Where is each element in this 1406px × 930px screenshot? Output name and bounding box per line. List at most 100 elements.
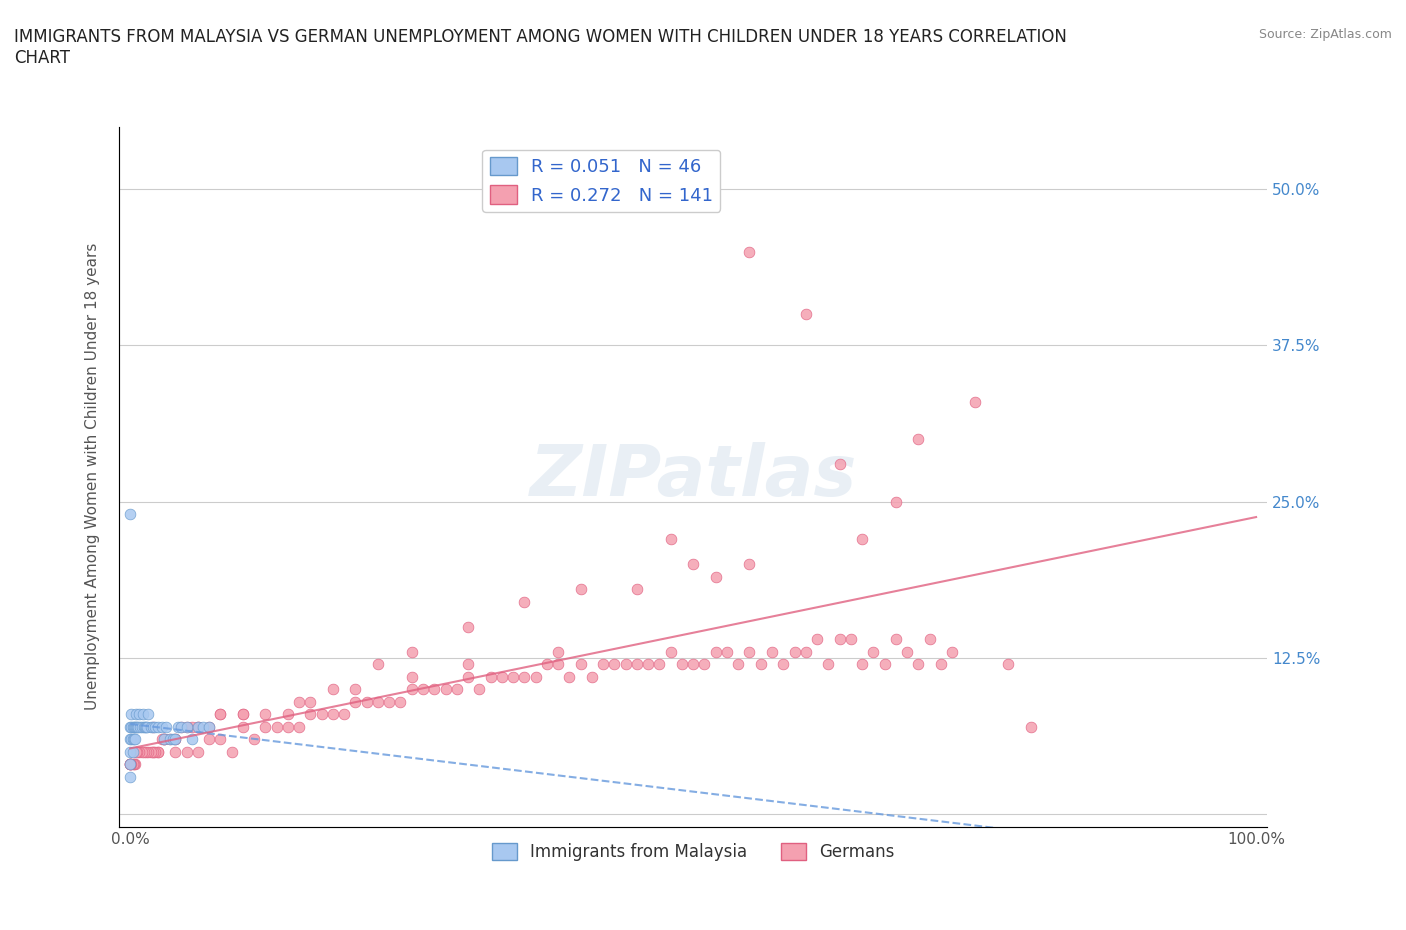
Point bbox=[322, 707, 344, 722]
Point bbox=[333, 707, 356, 722]
Point bbox=[187, 719, 209, 734]
Point bbox=[153, 732, 176, 747]
Point bbox=[288, 719, 311, 734]
Point bbox=[884, 494, 907, 509]
Point bbox=[198, 719, 221, 734]
Point bbox=[209, 732, 232, 747]
Point bbox=[143, 719, 166, 734]
Point bbox=[536, 657, 558, 671]
Point bbox=[131, 744, 153, 759]
Point bbox=[277, 719, 299, 734]
Point bbox=[131, 707, 153, 722]
Point bbox=[997, 657, 1019, 671]
Point bbox=[209, 707, 232, 722]
Point bbox=[389, 695, 412, 710]
Point bbox=[120, 744, 142, 759]
Point bbox=[125, 744, 148, 759]
Point bbox=[122, 757, 145, 772]
Point bbox=[794, 307, 817, 322]
Point bbox=[198, 732, 221, 747]
Y-axis label: Unemployment Among Women with Children Under 18 years: Unemployment Among Women with Children U… bbox=[86, 243, 100, 711]
Point bbox=[851, 532, 873, 547]
Point bbox=[232, 719, 254, 734]
Point bbox=[159, 732, 181, 747]
Point bbox=[614, 657, 637, 671]
Point bbox=[761, 644, 783, 659]
Point bbox=[457, 619, 479, 634]
Point bbox=[127, 719, 149, 734]
Point bbox=[963, 394, 986, 409]
Point bbox=[772, 657, 794, 671]
Point bbox=[401, 670, 423, 684]
Point bbox=[153, 732, 176, 747]
Point bbox=[569, 582, 592, 597]
Point bbox=[120, 757, 142, 772]
Point bbox=[124, 719, 146, 734]
Point bbox=[682, 557, 704, 572]
Point bbox=[749, 657, 772, 671]
Point bbox=[176, 744, 198, 759]
Point bbox=[738, 644, 761, 659]
Point bbox=[165, 732, 187, 747]
Point bbox=[153, 732, 176, 747]
Point bbox=[165, 732, 187, 747]
Point bbox=[165, 732, 187, 747]
Point bbox=[170, 719, 193, 734]
Point bbox=[148, 744, 170, 759]
Point bbox=[124, 732, 146, 747]
Point bbox=[193, 719, 215, 734]
Point bbox=[120, 732, 142, 747]
Point bbox=[136, 744, 159, 759]
Point bbox=[125, 744, 148, 759]
Point bbox=[828, 631, 851, 646]
Point bbox=[344, 682, 367, 697]
Point bbox=[851, 657, 873, 671]
Point bbox=[896, 644, 918, 659]
Point bbox=[322, 682, 344, 697]
Point bbox=[142, 744, 165, 759]
Point bbox=[120, 707, 142, 722]
Point bbox=[181, 719, 204, 734]
Point bbox=[170, 719, 193, 734]
Point bbox=[704, 569, 727, 584]
Point bbox=[884, 631, 907, 646]
Point bbox=[873, 657, 896, 671]
Point bbox=[187, 744, 209, 759]
Point bbox=[176, 719, 198, 734]
Point bbox=[121, 757, 143, 772]
Point bbox=[513, 670, 536, 684]
Point bbox=[135, 719, 157, 734]
Point bbox=[139, 744, 162, 759]
Point bbox=[132, 744, 155, 759]
Point bbox=[288, 695, 311, 710]
Point bbox=[277, 707, 299, 722]
Point bbox=[136, 719, 159, 734]
Point bbox=[243, 732, 266, 747]
Point bbox=[299, 695, 322, 710]
Point bbox=[165, 744, 187, 759]
Point bbox=[125, 719, 148, 734]
Point bbox=[817, 657, 839, 671]
Point bbox=[155, 719, 177, 734]
Point bbox=[1019, 719, 1042, 734]
Point bbox=[648, 657, 671, 671]
Point bbox=[806, 631, 828, 646]
Point bbox=[143, 744, 166, 759]
Point bbox=[468, 682, 491, 697]
Point bbox=[129, 719, 152, 734]
Point bbox=[134, 719, 156, 734]
Point bbox=[716, 644, 738, 659]
Point bbox=[121, 744, 143, 759]
Point bbox=[187, 719, 209, 734]
Point bbox=[693, 657, 716, 671]
Point bbox=[125, 707, 148, 722]
Point bbox=[626, 582, 648, 597]
Point bbox=[918, 631, 941, 646]
Point bbox=[132, 719, 155, 734]
Point bbox=[637, 657, 659, 671]
Point bbox=[176, 719, 198, 734]
Point bbox=[907, 432, 929, 446]
Point bbox=[367, 695, 389, 710]
Point bbox=[121, 732, 143, 747]
Point bbox=[491, 670, 513, 684]
